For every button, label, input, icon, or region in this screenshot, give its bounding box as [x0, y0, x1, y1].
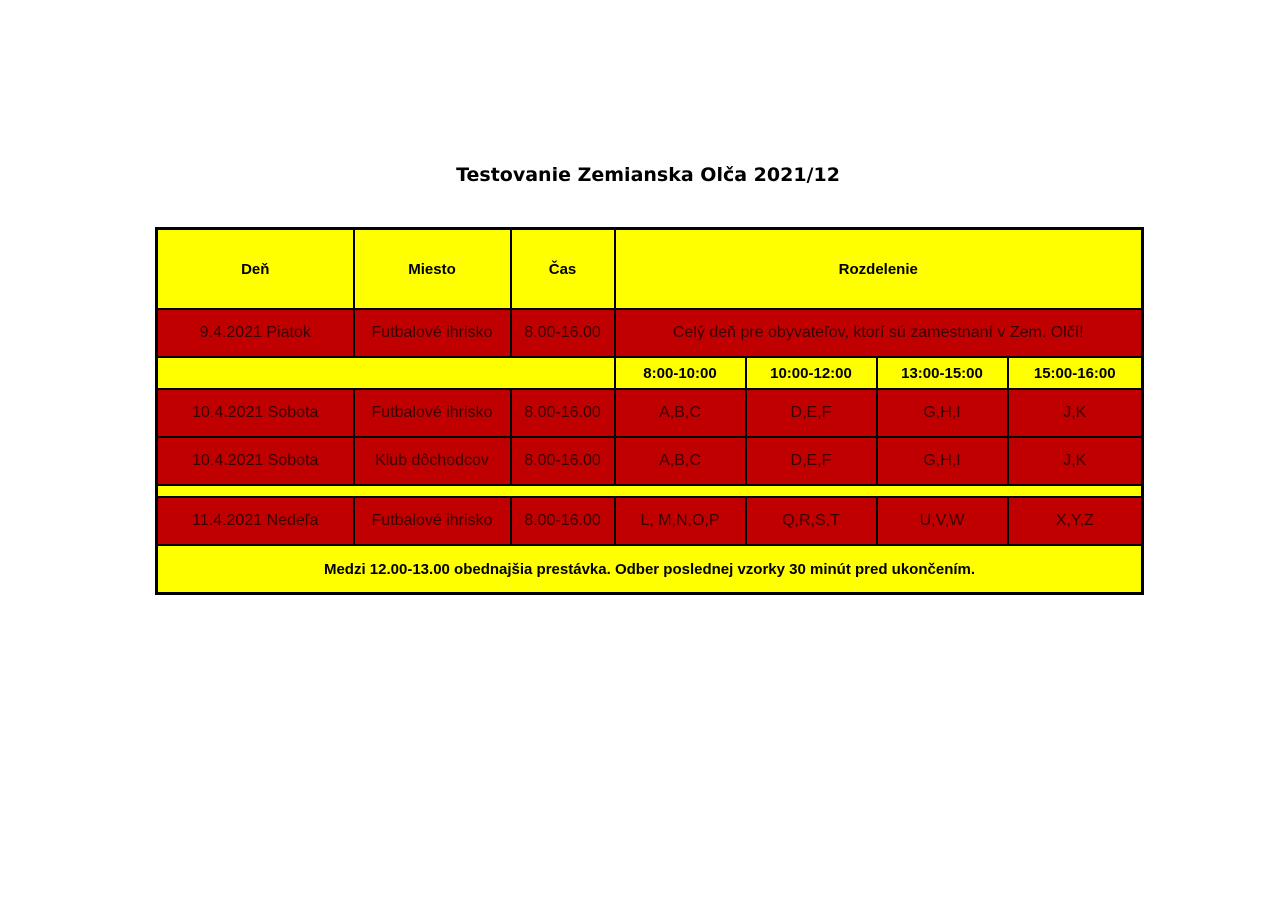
cell-time: 8.00-16.00 — [509, 388, 616, 438]
header-day: Deň — [155, 227, 355, 310]
cell-group: L, M,N,O,P — [613, 496, 747, 546]
table-row: 10.4.2021 Sobota Klub dôchodcov 8.00-16.… — [155, 436, 1144, 486]
header-row: Deň Miesto Čas Rozdelenie — [155, 227, 1144, 310]
cell-place: Futbalové ihrisko — [352, 496, 512, 546]
cell-group: J,K — [1006, 436, 1144, 486]
cell-group: D,E,F — [744, 388, 878, 438]
cell-group: X,Y,Z — [1006, 496, 1144, 546]
header-time: Čas — [509, 227, 616, 310]
table-row: 11.4.2021 Nedeľa Futbalové ihrisko 8.00-… — [155, 496, 1144, 546]
slot-header: 15:00-16:00 — [1006, 356, 1144, 390]
footer-note: Medzi 12.00-13.00 obednajšia prestávka. … — [155, 544, 1144, 595]
table-row: 9.4.2021 Piatok Futbalové ihrisko 8.00-1… — [155, 308, 1144, 358]
table-row: 10.4.2021 Sobota Futbalové ihrisko 8.00-… — [155, 388, 1144, 438]
slot-header: 8:00-10:00 — [613, 356, 747, 390]
cell-place: Futbalové ihrisko — [352, 308, 512, 358]
header-place: Miesto — [352, 227, 512, 310]
footer-row: Medzi 12.00-13.00 obednajšia prestávka. … — [155, 544, 1144, 595]
cell-time: 8.00-16.00 — [509, 436, 616, 486]
cell-place: Klub dôchodcov — [352, 436, 512, 486]
cell-day: 11.4.2021 Nedeľa — [155, 496, 355, 546]
cell-group: D,E,F — [744, 436, 878, 486]
cell-day: 10.4.2021 Sobota — [155, 388, 355, 438]
cell-time: 8.00-16.00 — [509, 496, 616, 546]
spacer-cell — [155, 484, 1144, 498]
header-split: Rozdelenie — [613, 227, 1144, 310]
slot-header: 10:00-12:00 — [744, 356, 878, 390]
cell-group: G,H,I — [875, 436, 1009, 486]
slot-row: 8:00-10:00 10:00-12:00 13:00-15:00 15:00… — [155, 356, 1144, 390]
cell-day: 9.4.2021 Piatok — [155, 308, 355, 358]
cell-time: 8.00-16.00 — [509, 308, 616, 358]
cell-group: A,B,C — [613, 436, 747, 486]
cell-group: U,V,W — [875, 496, 1009, 546]
cell-group: J,K — [1006, 388, 1144, 438]
spacer-row — [155, 484, 1144, 498]
cell-group: G,H,I — [875, 388, 1009, 438]
cell-place: Futbalové ihrisko — [352, 388, 512, 438]
cell-note: Celý deň pre obyvateľov, ktorí sú zamest… — [613, 308, 1144, 358]
slot-header: 13:00-15:00 — [875, 356, 1009, 390]
cell-day: 10.4.2021 Sobota — [155, 436, 355, 486]
document-title: Testovanie Zemianska Olča 2021/12 — [456, 164, 840, 186]
slot-spacer — [155, 356, 616, 390]
schedule-table: Deň Miesto Čas Rozdelenie 9.4.2021 Piato… — [155, 227, 1144, 595]
cell-group: Q,R,S,T — [744, 496, 878, 546]
cell-group: A,B,C — [613, 388, 747, 438]
